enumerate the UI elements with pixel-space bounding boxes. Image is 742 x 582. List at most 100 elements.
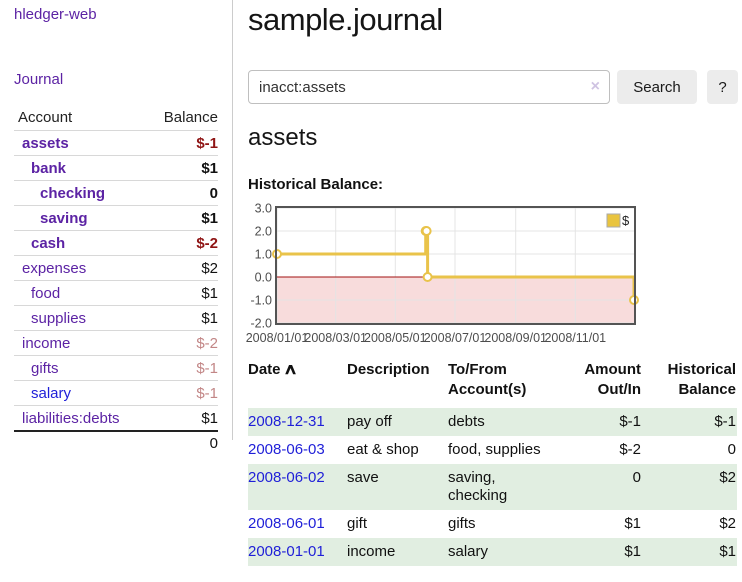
svg-text:$: $	[622, 213, 630, 228]
account-row: checking 0	[14, 180, 218, 205]
account-balance: $-1	[196, 359, 218, 377]
transaction-description: pay off	[347, 413, 392, 430]
account-balance: $1	[201, 309, 218, 327]
transaction-date-link[interactable]: 2008-01-01	[248, 543, 325, 560]
transaction-date-link[interactable]: 2008-06-01	[248, 515, 325, 532]
account-link-liabilities-debts[interactable]: liabilities:debts	[22, 409, 120, 427]
column-header-label: Date ∧	[248, 361, 298, 378]
account-link-cash[interactable]: cash	[31, 234, 66, 252]
transaction-date-link[interactable]: 2008-12-31	[248, 413, 325, 430]
accounts-total-row: 0	[14, 430, 218, 454]
transaction-accounts: gifts	[448, 515, 476, 532]
account-balance: $-1	[196, 134, 218, 152]
account-link-bank[interactable]: bank	[31, 159, 67, 177]
svg-text:2.0: 2.0	[255, 225, 272, 239]
search-input[interactable]	[248, 70, 610, 104]
transaction-amount: 0	[632, 469, 641, 486]
svg-text:-1.0: -1.0	[250, 294, 272, 308]
register-table: Date ∧ Description To/From Account(s) Amount O…	[248, 358, 737, 566]
accounts-table: Account Balance assets $-1 bank $1 checking 0…	[14, 104, 218, 454]
search-form: × Search ?	[248, 70, 738, 104]
transaction-date-link[interactable]: 2008-06-03	[248, 441, 325, 458]
account-link-income[interactable]: income	[22, 334, 71, 352]
account-row: saving $1	[14, 205, 218, 230]
transaction-description: save	[347, 469, 379, 486]
svg-text:2008/11/01: 2008/11/01	[544, 331, 606, 345]
account-link-checking[interactable]: checking	[40, 184, 106, 202]
account-row: cash $-2	[14, 230, 218, 255]
svg-text:-2.0: -2.0	[250, 317, 272, 331]
svg-text:2008/05/01: 2008/05/01	[364, 331, 427, 345]
balance-chart: $3.0 2.0 1.0 0.0 -1.0 -2.0 2008/01/01 2008/03/0…	[240, 198, 650, 350]
search-input-wrap: ×	[248, 70, 610, 104]
transaction-balance: $-1	[714, 413, 736, 430]
account-link-food[interactable]: food	[31, 284, 61, 302]
transaction-description: income	[347, 543, 396, 560]
accounts-table-body: assets $-1 bank $1 checking 0 saving $1 cash $-2 e…	[14, 130, 218, 430]
accounts-table-header: Account Balance	[14, 104, 218, 130]
svg-text:2008/01/01: 2008/01/01	[246, 331, 309, 345]
transaction-accounts: salary	[448, 543, 489, 560]
clear-search-icon[interactable]: ×	[590, 78, 600, 95]
historical-balance-label: Historical Balance:	[248, 176, 384, 193]
account-title: assets	[248, 124, 318, 151]
column-header-label: Description	[347, 361, 430, 378]
brand-link[interactable]: hledger-web	[14, 6, 97, 23]
transaction-description: eat & shop	[347, 441, 419, 458]
account-balance: $-2	[196, 234, 218, 252]
svg-text:2008/03/01: 2008/03/01	[304, 331, 367, 345]
account-column-header: Account	[18, 108, 73, 126]
account-balance: $2	[201, 259, 218, 277]
account-balance: $1	[201, 209, 218, 227]
account-link-expenses[interactable]: expenses	[22, 259, 87, 277]
account-balance: $-1	[196, 384, 218, 402]
transaction-balance: $2	[719, 515, 736, 532]
account-balance: $1	[201, 284, 218, 302]
column-header-to-from: To/From Account(s)	[448, 358, 558, 408]
transaction-accounts: food, supplies	[448, 441, 541, 458]
account-balance: $1	[201, 159, 218, 177]
transaction-date-link[interactable]: 2008-06-02	[248, 469, 325, 486]
account-link-salary[interactable]: salary	[31, 384, 72, 402]
column-header-date[interactable]: Date ∧	[248, 358, 347, 408]
account-row: salary $-1	[14, 380, 218, 405]
svg-text:2008/09/01: 2008/09/01	[484, 331, 547, 345]
transaction-balance: 0	[727, 441, 736, 458]
transaction-balance: $1	[719, 543, 736, 560]
transaction-row: 2008-06-02 save saving, checking 0 $2	[248, 464, 737, 510]
sidebar-divider	[232, 0, 233, 440]
transaction-row: 2008-06-01 gift gifts $1 $2	[248, 510, 737, 538]
transaction-amount: $-2	[619, 441, 641, 458]
transaction-amount: $-1	[619, 413, 641, 430]
transaction-row: 2008-06-03 eat & shop food, supplies $-2 0	[248, 436, 737, 464]
account-link-saving[interactable]: saving	[40, 209, 88, 227]
column-header-label: Balance	[678, 381, 736, 398]
account-link-supplies[interactable]: supplies	[31, 309, 87, 327]
account-link-assets[interactable]: assets	[22, 134, 69, 152]
page-title: sample.journal	[248, 2, 443, 37]
column-header-description: Description	[347, 358, 448, 408]
account-row: gifts $-1	[14, 355, 218, 380]
transaction-balance: $2	[719, 469, 736, 486]
svg-text:2008/07/01: 2008/07/01	[424, 331, 487, 345]
transaction-amount: $1	[624, 543, 641, 560]
column-header-label: Out/In	[597, 381, 641, 398]
svg-text:3.0: 3.0	[255, 202, 272, 216]
account-link-gifts[interactable]: gifts	[31, 359, 59, 377]
search-button[interactable]: Search	[617, 70, 697, 104]
account-row: income $-2	[14, 330, 218, 355]
column-header-label: To/From	[448, 361, 507, 378]
accounts-total-value: 0	[209, 434, 218, 452]
column-header-amount: Amount Out/In	[558, 358, 642, 408]
register-header: Date ∧ Description To/From Account(s) Amount O…	[248, 358, 737, 408]
register-body: 2008-12-31 pay off debts $-1 $-1 2008-06-03 ea…	[248, 408, 737, 566]
transaction-row: 2008-01-01 income salary $1 $1	[248, 538, 737, 566]
column-header-label: Account(s)	[448, 381, 527, 398]
column-header-label: Historical	[667, 361, 736, 378]
account-row: food $1	[14, 280, 218, 305]
help-button[interactable]: ?	[707, 70, 738, 104]
transaction-description: gift	[347, 515, 368, 532]
account-balance: 0	[209, 184, 218, 202]
sidebar-item-journal[interactable]: Journal	[14, 71, 64, 88]
account-balance: $-2	[196, 334, 218, 352]
